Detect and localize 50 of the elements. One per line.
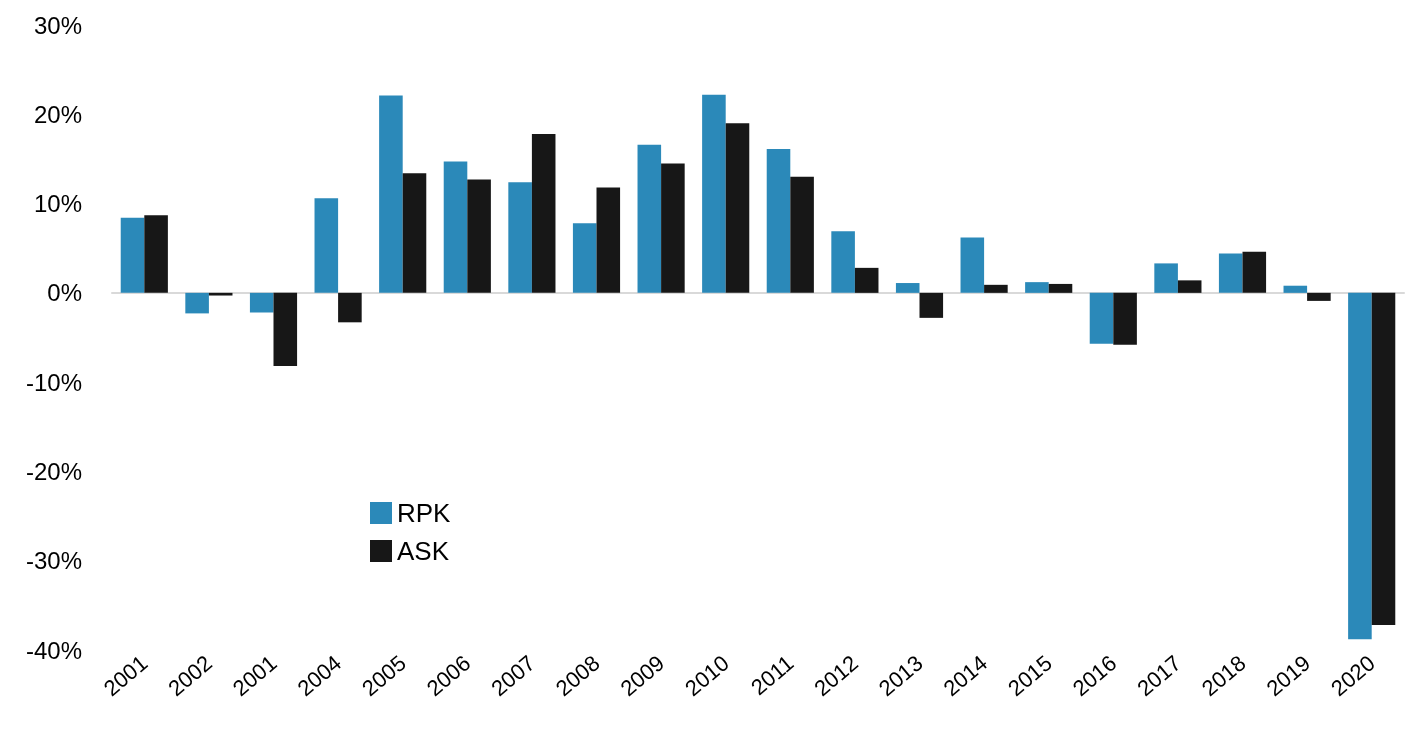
bar [1218, 253, 1243, 293]
bar [1371, 292, 1396, 625]
bar [854, 267, 879, 293]
bar [249, 292, 274, 313]
bar [443, 161, 468, 293]
bar [379, 95, 403, 293]
bar [314, 198, 339, 293]
bar [1025, 282, 1049, 293]
y-tick-label: -10% [25, 368, 82, 396]
bar [1242, 251, 1267, 293]
bar [208, 292, 233, 296]
bar [790, 176, 814, 293]
bar [1307, 292, 1331, 301]
bar [895, 283, 920, 293]
bar [144, 215, 168, 293]
y-tick-label: 20% [33, 100, 82, 128]
bar [831, 231, 855, 293]
bar [960, 237, 985, 293]
bar [1283, 285, 1308, 293]
bar [120, 217, 145, 293]
bar [1177, 280, 1202, 293]
y-tick-label: 0% [47, 279, 82, 307]
y-tick-label: -40% [25, 636, 82, 664]
bar [273, 292, 298, 367]
legend-label: ASK [397, 536, 450, 566]
bar [1089, 292, 1114, 344]
y-tick-label: -30% [25, 547, 82, 575]
bar [766, 149, 791, 293]
bar [1113, 292, 1137, 345]
bar [508, 182, 532, 293]
bar [1048, 283, 1073, 293]
y-tick-label: 30% [33, 11, 82, 39]
bar [185, 292, 209, 314]
bar [1154, 263, 1178, 293]
bar [661, 163, 685, 293]
y-tick-label: -20% [25, 457, 82, 485]
bar [402, 173, 427, 293]
y-tick-label: 10% [33, 190, 82, 218]
bar [702, 94, 726, 293]
bar [467, 179, 491, 293]
bar [919, 292, 944, 318]
bar [596, 187, 621, 293]
bar [531, 133, 556, 293]
legend-label: RPK [397, 498, 452, 528]
bar [637, 144, 662, 293]
bar [725, 123, 750, 293]
bar [1348, 292, 1372, 640]
bar [984, 284, 1008, 293]
bar [338, 292, 362, 323]
bar [572, 223, 597, 293]
